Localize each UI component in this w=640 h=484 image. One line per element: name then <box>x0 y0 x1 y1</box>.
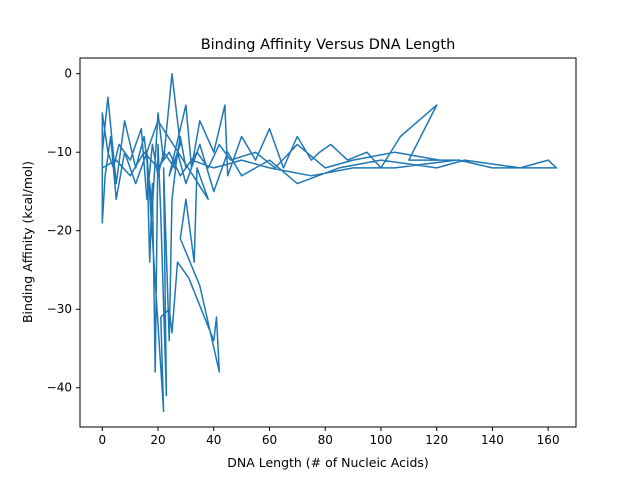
chart-title: Binding Affinity Versus DNA Length <box>201 37 456 53</box>
x-tick-label: 80 <box>318 433 333 447</box>
series-line-0 <box>101 72 558 413</box>
x-axis-label: DNA Length (# of Nucleic Acids) <box>227 455 429 470</box>
x-tick-label: 0 <box>98 433 106 447</box>
y-axis-label: Binding Affinity (kcal/mol) <box>20 161 35 323</box>
x-tick-label: 20 <box>150 433 165 447</box>
series-layer <box>101 72 558 413</box>
x-tick-label: 120 <box>425 433 448 447</box>
y-tick-label: −40 <box>47 381 72 395</box>
x-tick-label: 100 <box>369 433 392 447</box>
x-tick-label: 60 <box>262 433 277 447</box>
y-axis: 0 −10 −20 −30 −40 <box>47 67 80 395</box>
y-tick-label: −20 <box>47 224 72 238</box>
y-tick-label: 0 <box>64 67 72 81</box>
y-tick-label: −10 <box>47 145 72 159</box>
x-tick-label: 40 <box>206 433 221 447</box>
y-tick-label: −30 <box>47 302 72 316</box>
plot-area-frame <box>79 57 577 428</box>
x-axis: 0 20 40 60 80 100 120 140 160 <box>98 427 560 447</box>
x-tick-label: 140 <box>481 433 504 447</box>
x-tick-label: 160 <box>537 433 560 447</box>
